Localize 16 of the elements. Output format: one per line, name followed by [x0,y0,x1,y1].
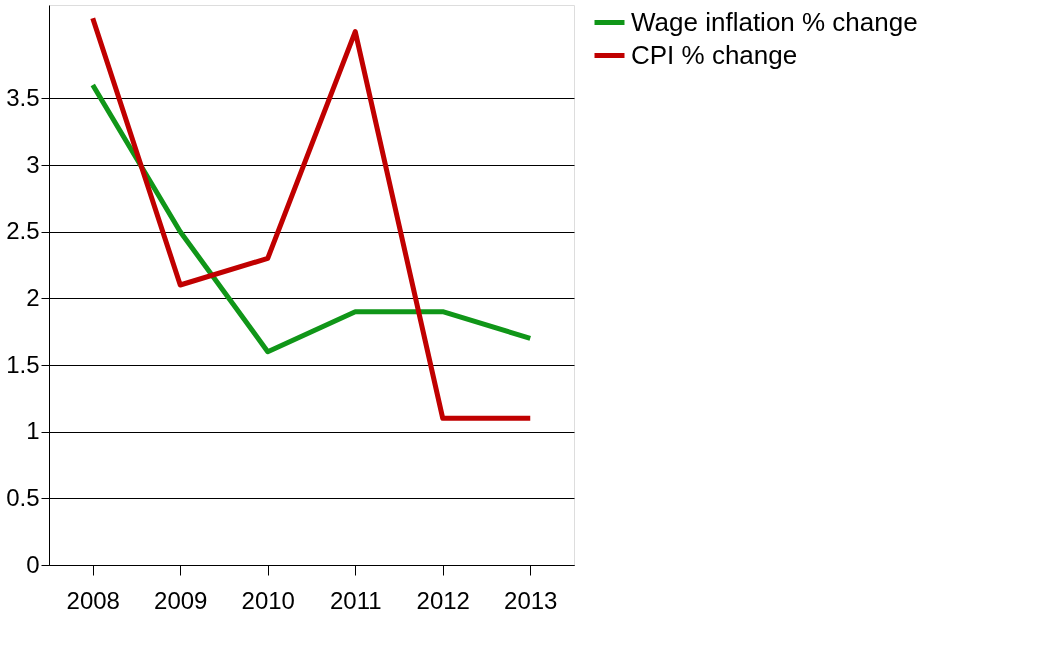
y-tick-label: 1.5 [6,350,40,378]
y-tick-label: 2 [26,283,40,311]
x-tick-label: 2011 [329,586,382,614]
y-tick-label: 2.5 [6,217,40,245]
x-tick-label: 2012 [416,586,470,614]
y-tick-label: 1 [26,417,40,445]
x-tick-label: 2009 [154,586,208,614]
y-tick-label: 3 [26,150,40,178]
x-tick-label: 2013 [504,586,558,614]
y-tick-label: 3.5 [6,83,40,111]
y-tick-label: 0 [26,550,40,578]
legend-label: Wage inflation % change [631,6,918,37]
legend-label: CPI % change [631,39,798,70]
x-tick-label: 2008 [66,586,120,614]
x-tick-label: 2010 [241,586,295,614]
y-tick-label: 0.5 [6,483,40,511]
